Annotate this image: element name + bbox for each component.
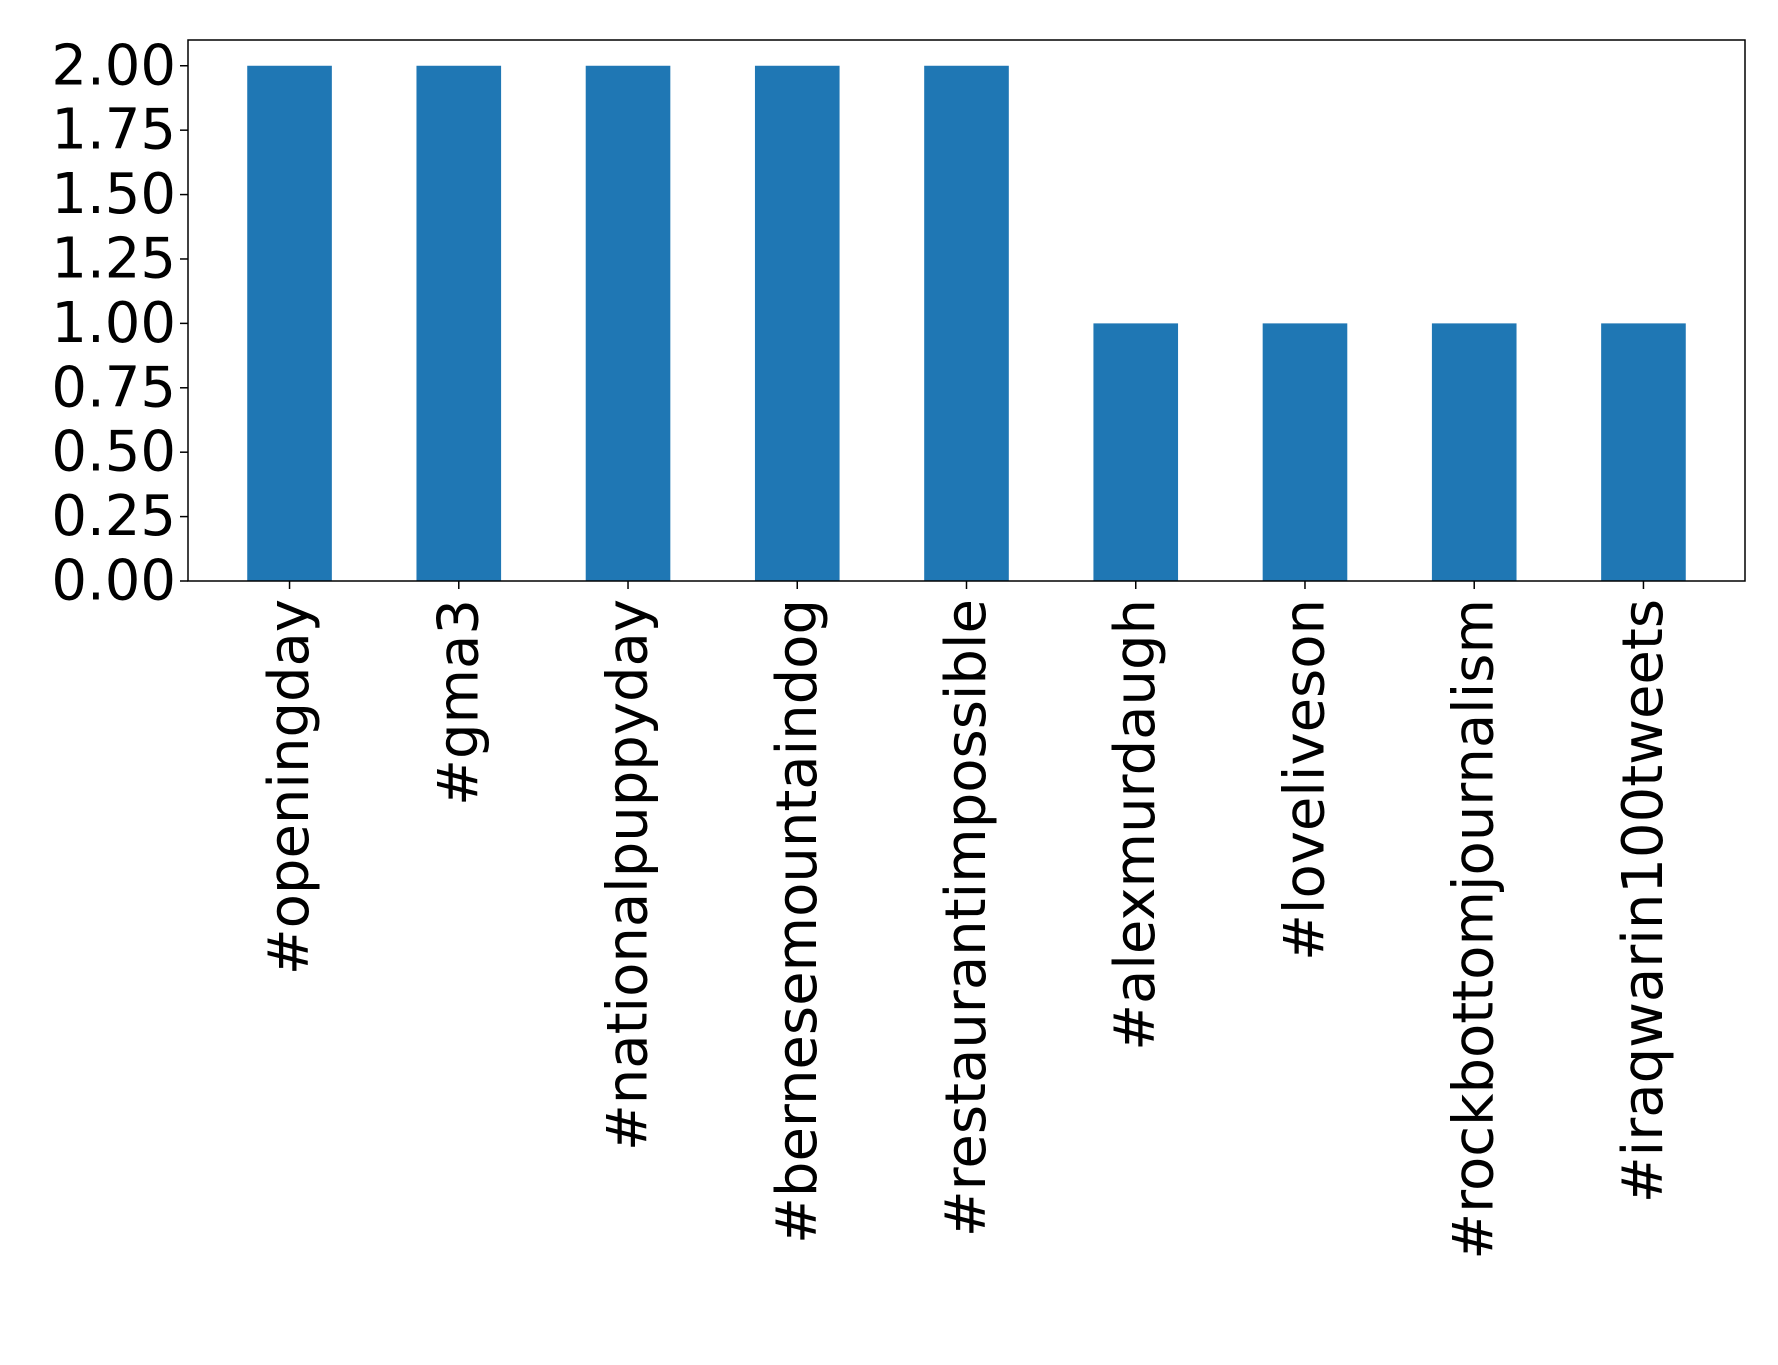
x-tick-label: #rockbottomjournalism [1442,599,1507,1260]
bar-gma3 [416,65,502,581]
y-tick-label: 1.75 [51,98,176,163]
x-axis: #openingday #gma3 #nationalpuppyday #bernes… [257,581,1676,1260]
bar-iraqwarin100tweets [1601,323,1686,581]
y-tick-label: 0.75 [51,355,176,420]
x-tick-label: #alexmurdaugh [1103,599,1168,1051]
bar-restaurantimpossible [924,65,1009,581]
bar-alexmurdaugh [1093,323,1179,581]
y-tick-label: 2.00 [51,33,176,98]
bar-openingday [247,65,332,581]
x-tick-label: #iraqwarin100tweets [1611,599,1676,1203]
y-tick-label: 1.25 [51,226,176,291]
x-tick-label: #nationalpuppyday [596,599,661,1151]
x-tick-label: #restaurantimpossible [934,599,999,1237]
bar-bernesemountaindog [754,65,840,581]
y-tick-label: 1.00 [51,291,176,356]
bars-group [247,65,1686,581]
bar-nationalpuppyday [585,65,671,581]
x-tick-label: #bernesemountaindog [765,599,830,1244]
y-axis: 0.000.250.500.751.001.251.501.752.00 [51,33,188,614]
y-tick-label: 0.25 [51,484,176,549]
x-tick-label: #loveliveson [1272,599,1337,961]
x-tick-label: #gma3 [426,599,491,806]
y-tick-label: 1.50 [51,162,176,227]
bar-loveliveson [1262,323,1348,581]
y-tick-label: 0.00 [51,549,176,614]
y-tick-label: 0.50 [51,420,176,485]
x-tick-label: #openingday [257,599,322,975]
bar-rockbottomjournalism [1431,323,1517,581]
